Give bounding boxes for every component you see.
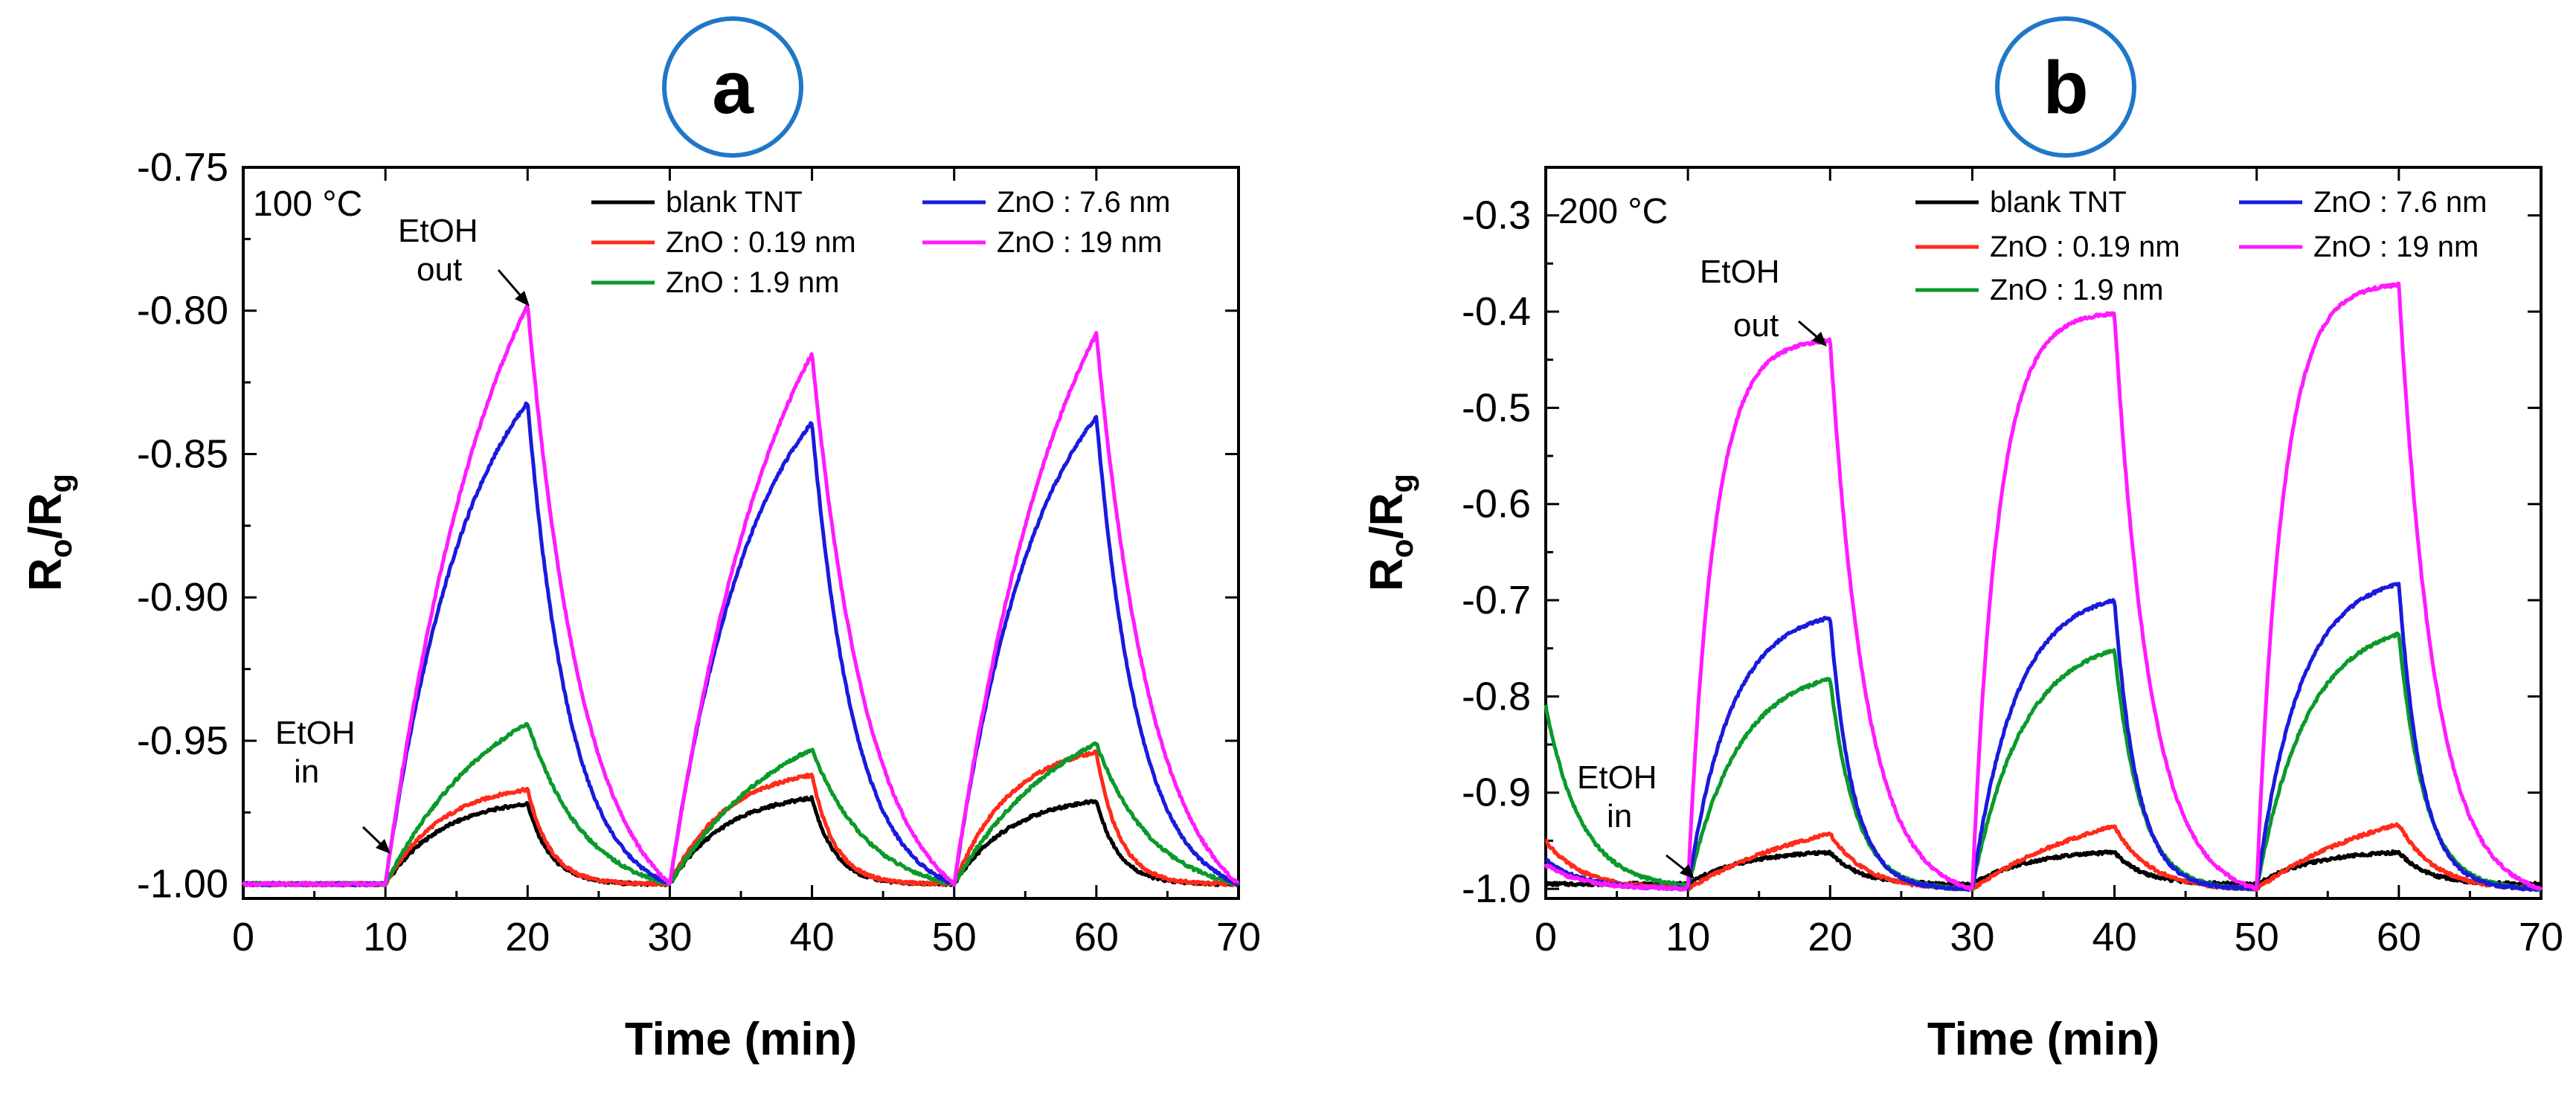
legend-b-label-zno-7-6: ZnO : 7.6 nm [2313,186,2487,219]
panel-b-series [1544,281,2543,892]
panel-a-etoh-in-arrow [362,826,385,848]
x-tick-label: 40 [2092,915,2137,959]
panel-b-xlabel: Time (min) [1927,1014,2159,1065]
legend-b-label-zno-19: ZnO : 19 nm [2313,231,2479,263]
panel-b-etoh-in-arrowhead [1680,864,1695,879]
panel-b-etoh-out-line2: out [1733,307,1779,344]
x-tick-label: 20 [505,915,550,959]
panel-b: b 0 10 20 30 40 50 60 70 -0.3 -0.4 -0.5 -0.6 -0.7 -0.… [1361,16,2563,1065]
panel-a-temperature: 100 °C [253,184,362,224]
series-line-zno-19-nm [1544,281,2543,892]
x-tick-label: 30 [1950,915,1994,959]
panel-a-etoh-out-line1: EtOH [398,213,478,249]
legend-b-label-blank-tnt: blank TNT [1990,186,2127,219]
panel-a-etoh-in-line1: EtOH [275,715,356,751]
panel-a-xlabel: Time (min) [625,1014,857,1065]
panel-a-etoh-in-line2: in [294,753,319,790]
y-tick-label: -0.3 [1462,193,1531,238]
y-tick-label: -0.95 [137,718,228,763]
series-line-blank-tnt [1544,849,2543,888]
x-tick-label: 50 [932,915,977,959]
x-tick-label: 10 [363,915,408,959]
panel-a-legend: blank TNT ZnO : 0.19 nm ZnO : 1.9 nm ZnO… [591,186,1170,299]
panel-b-etoh-in-line1: EtOH [1577,759,1657,796]
legend-a-label-zno-0-19: ZnO : 0.19 nm [666,226,856,259]
legend-b-label-zno-0-19: ZnO : 0.19 nm [1990,231,2180,263]
legend-a-label-zno-19: ZnO : 19 nm [997,226,1162,259]
y-tick-label: -1.00 [137,862,228,907]
y-tick-label: -0.4 [1462,289,1531,334]
series-line-zno-19-nm [241,303,1240,888]
series-line-blank-tnt [241,795,1241,888]
x-tick-label: 30 [647,915,692,959]
y-tick-label: -0.80 [137,289,228,333]
panel-a-etoh-out-line2: out [417,251,462,288]
y-tick-label: -0.9 [1462,771,1531,815]
x-tick-label: 60 [2377,915,2421,959]
y-tick-label: -0.85 [137,431,228,476]
series-line-zno-0-19-nm [1544,822,2543,892]
y-tick-label: -0.8 [1462,674,1531,718]
panel-b-etoh-out-line1: EtOH [1700,254,1780,290]
panel-b-letter: b [2043,46,2088,129]
panel-a-etoh-in-arrowhead [376,839,391,854]
series-line-zno-7-6-nm [242,401,1240,888]
panel-a-etoh-out-arrow [497,269,524,298]
y-tick-label: -0.90 [137,575,228,620]
legend-b-label-zno-1-9: ZnO : 1.9 nm [1990,274,2163,306]
panel-b-badge [1995,16,2136,158]
panel-b-etoh-in-line2: in [1607,798,1632,834]
legend-a-label-zno-1-9: ZnO : 1.9 nm [666,266,839,299]
panel-b-etoh-in-arrow [1666,854,1688,873]
x-tick-label: 20 [1808,915,1852,959]
panel-a: a 0 10 20 30 40 50 60 70 -0.75 -0.80 -0.85 -0.90 -0.… [20,16,1261,1065]
x-tick-label: 0 [1535,915,1557,959]
y-tick-label: -0.5 [1462,385,1531,430]
panel-b-legend: blank TNT ZnO : 0.19 nm ZnO : 1.9 nm ZnO… [1915,186,2487,306]
panel-b-ticks: 0 10 20 30 40 50 60 70 -0.3 -0.4 -0.5 -0.6 -0.7 -0.8 -… [1462,167,2563,959]
x-tick-label: 40 [790,915,835,959]
y-tick-label: -0.7 [1462,578,1531,623]
y-tick-label: -0.75 [137,145,228,190]
series-line-zno-1-9-nm [1544,631,2543,892]
panel-b-temperature: 200 °C [1558,192,1668,231]
x-tick-label: 0 [232,915,254,959]
panel-a-series [241,303,1241,888]
panel-a-letter: a [712,46,754,129]
x-tick-label: 70 [2519,915,2563,959]
x-tick-label: 70 [1216,915,1261,959]
series-line-zno-1-9-nm [242,721,1241,888]
panel-a-ylabel: Ro/Rg [20,474,78,591]
x-tick-label: 50 [2235,915,2279,959]
panel-a-badge [662,16,803,158]
panel-a-etoh-out-arrowhead [515,291,530,306]
x-tick-label: 60 [1074,915,1119,959]
x-tick-label: 10 [1666,915,1710,959]
y-tick-label: -1.0 [1462,866,1531,911]
panel-a-ticks: 0 10 20 30 40 50 60 70 -0.75 -0.80 -0.85 -0.90 -0.95… [137,145,1261,959]
panel-b-etoh-out-arrowhead [1812,332,1827,347]
panel-b-ylabel: Ro/Rg [1361,474,1419,591]
y-tick-label: -0.6 [1462,482,1531,527]
panel-b-etoh-out-arrow [1798,320,1820,341]
series-line-zno-7-6-nm [1544,582,2543,892]
legend-a-label-zno-7-6: ZnO : 7.6 nm [997,186,1170,219]
legend-a-label-blank-tnt: blank TNT [666,186,803,219]
